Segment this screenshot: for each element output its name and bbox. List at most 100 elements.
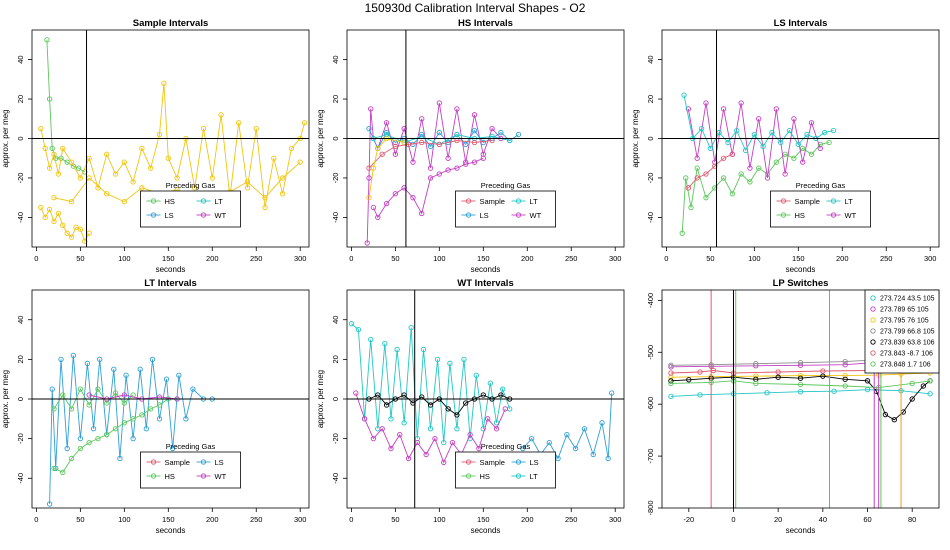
legend-swatch-point (150, 212, 157, 218)
data-point (143, 426, 149, 432)
legend-swatch-point (870, 328, 876, 334)
legend-title: Preceding Gas (166, 442, 216, 451)
y-tick-label: 40 (331, 316, 340, 324)
legend-entry: LS (165, 211, 174, 220)
data-point (366, 195, 372, 201)
y-tick-label: -400 (646, 293, 655, 308)
data-point (392, 151, 399, 157)
data-point (683, 175, 689, 181)
data-point (77, 226, 84, 232)
data-point (130, 179, 136, 185)
series-wt (353, 390, 508, 466)
data-point (370, 435, 377, 442)
data-point (130, 416, 136, 422)
data-point (121, 392, 127, 398)
y-axis-label: approx. per meg (1, 109, 10, 167)
data-point (445, 139, 451, 146)
x-tick-label: 150 (162, 254, 175, 263)
data-point (720, 175, 727, 181)
data-point (804, 131, 810, 138)
y-tick-label: -600 (646, 397, 655, 412)
data-point (209, 175, 215, 181)
data-point (84, 360, 91, 366)
series-sample (685, 151, 735, 191)
data-point (262, 204, 268, 211)
series-273-724-43-5-105 (668, 387, 933, 400)
y-tick-label: -20 (16, 433, 25, 444)
data-point (738, 171, 744, 177)
x-tick-label: 50 (391, 515, 399, 524)
data-point (77, 435, 84, 442)
series-line (351, 323, 511, 443)
legend-entry: WT (845, 211, 857, 220)
x-tick-label: 150 (162, 515, 175, 524)
data-point (42, 145, 48, 152)
legend-entry: HS (480, 472, 490, 481)
legend-swatch-point (830, 212, 837, 218)
plot-frame (661, 29, 940, 248)
y-tick-label: 40 (646, 55, 655, 63)
data-point (520, 445, 526, 452)
panel-5: WT Intervals seconds approx. per meg 0 50 100… (316, 278, 625, 535)
data-point (383, 120, 390, 126)
plot-frame (31, 29, 310, 248)
series-ls-lead (38, 204, 92, 244)
data-point (826, 139, 832, 146)
legend-entry: HS (795, 211, 805, 220)
data-point (738, 100, 744, 106)
panel-1: Sample Intervals seconds approx. per meg 0 5… (1, 18, 310, 274)
data-point (388, 445, 394, 452)
x-tick-label: 150 (477, 254, 490, 263)
legend-entry: LT (215, 197, 224, 206)
plot-frame (346, 289, 625, 509)
data-point (471, 127, 478, 134)
data-point (703, 171, 709, 177)
legend-swatch-point (870, 317, 876, 323)
data-point (174, 175, 180, 181)
data-point (782, 151, 788, 157)
y-tick-label: 40 (16, 316, 25, 324)
legend: Preceding Gas Sample LT LS WT (455, 181, 556, 228)
plot-area (32, 30, 309, 247)
data-point (778, 139, 784, 146)
y-tick-label: -40 (16, 473, 25, 484)
data-point (842, 372, 848, 379)
data-point (742, 147, 749, 153)
legend-swatch-point (830, 198, 837, 204)
x-tick-label: 250 (565, 254, 578, 263)
data-point (46, 206, 53, 213)
data-point (353, 390, 359, 396)
data-point (51, 151, 57, 157)
data-point (117, 455, 123, 462)
data-point (55, 210, 62, 217)
data-point (927, 378, 933, 384)
series-line (40, 83, 306, 208)
data-point (51, 465, 57, 472)
data-point (581, 426, 588, 432)
data-point (68, 455, 75, 462)
data-point (564, 432, 570, 438)
data-point (454, 165, 460, 171)
data-point (507, 406, 513, 412)
data-point (842, 358, 848, 365)
panel-title: LS Intervals (774, 18, 828, 29)
data-point (703, 100, 709, 106)
data-point (753, 361, 759, 367)
legend-entry: LS (215, 458, 224, 467)
data-point (515, 131, 522, 138)
data-point (753, 373, 759, 379)
series-lt (348, 321, 513, 446)
data-point (698, 125, 705, 132)
data-point (383, 402, 390, 408)
x-axis-label: seconds (471, 265, 501, 274)
panel-title: WT Intervals (457, 278, 514, 289)
data-point (668, 393, 674, 400)
data-point (436, 171, 442, 177)
data-point (218, 112, 224, 118)
x-tick-label: 50 (76, 254, 84, 263)
x-tick-label: 0 (34, 515, 38, 524)
legend-swatch-point (200, 459, 207, 465)
legend-swatch-point (465, 212, 472, 218)
data-point (112, 390, 119, 396)
x-tick-label: 50 (391, 254, 399, 263)
